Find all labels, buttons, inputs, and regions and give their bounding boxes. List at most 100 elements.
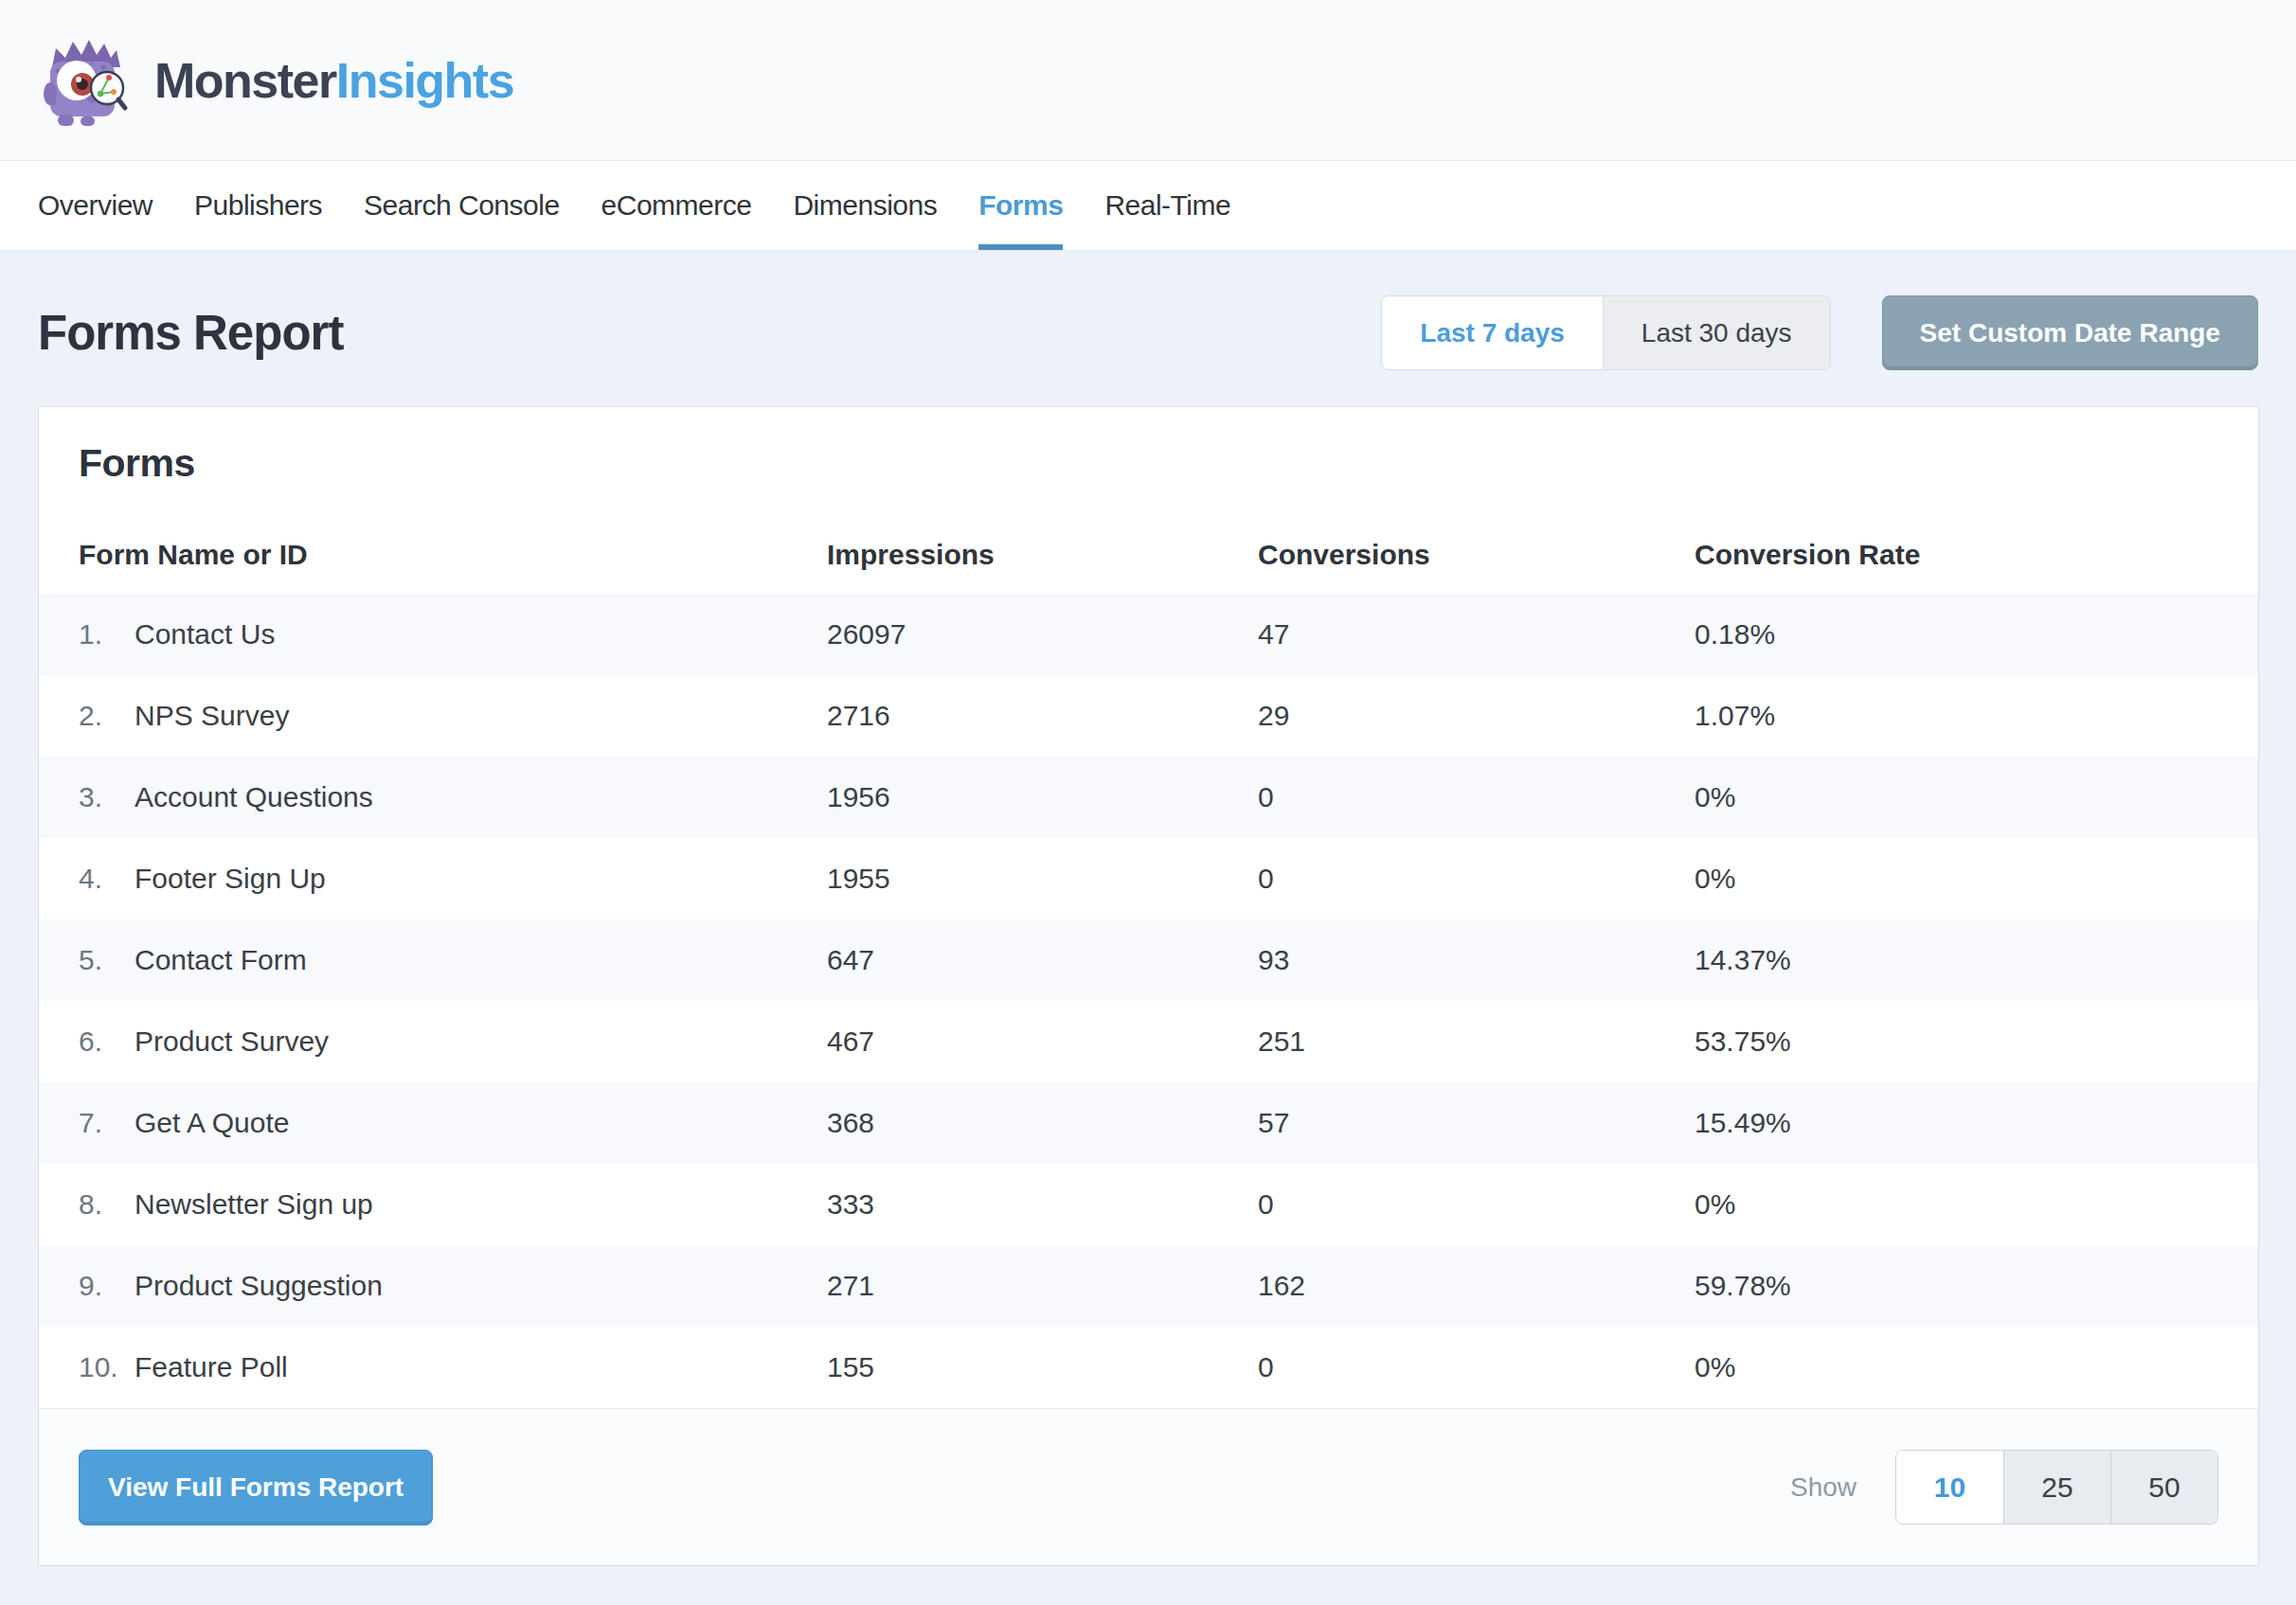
rate-cell: 14.37% (1695, 919, 2258, 1001)
table-header-row: Form Name or IDImpressionsConversionsCon… (39, 485, 2258, 594)
form-name: Get A Quote (135, 1107, 289, 1138)
rate-cell: 0% (1695, 838, 2258, 919)
date-range-toggle: Last 7 daysLast 30 days (1381, 295, 1830, 370)
rate-cell: 1.07% (1695, 675, 2258, 757)
table-row: 9.Product Suggestion27116259.78% (39, 1245, 2258, 1327)
conversions-cell: 29 (1258, 675, 1695, 757)
monster-mascot-icon (43, 35, 130, 126)
page-title: Forms Report (38, 305, 343, 361)
show-label: Show (1790, 1472, 1857, 1503)
form-name: Product Suggestion (135, 1270, 383, 1301)
conversions-cell: 0 (1258, 757, 1695, 838)
nav-tab-real-time[interactable]: Real-Time (1104, 161, 1230, 250)
conversions-cell: 0 (1258, 838, 1695, 919)
show-area: Show 102550 (1790, 1450, 2218, 1525)
table-row: 5.Contact Form6479314.37% (39, 919, 2258, 1001)
rate-cell: 59.78% (1695, 1245, 2258, 1327)
rate-cell: 0% (1695, 1327, 2258, 1408)
conversions-cell: 93 (1258, 919, 1695, 1001)
impressions-cell: 155 (827, 1327, 1258, 1408)
rate-cell: 0% (1695, 1164, 2258, 1245)
table-row: 8.Newsletter Sign up33300% (39, 1164, 2258, 1245)
rate-cell: 0% (1695, 757, 2258, 838)
column-header: Conversion Rate (1695, 485, 2258, 594)
impressions-cell: 467 (827, 1001, 1258, 1082)
impressions-cell: 1955 (827, 838, 1258, 919)
row-rank: 7. (79, 1107, 135, 1139)
form-name-cell: 7.Get A Quote (39, 1082, 827, 1164)
impressions-cell: 647 (827, 919, 1258, 1001)
nav-tab-dimensions[interactable]: Dimensions (793, 161, 937, 250)
view-full-forms-report-button[interactable]: View Full Forms Report (79, 1450, 433, 1525)
conversions-cell: 162 (1258, 1245, 1695, 1327)
date-controls: Last 7 daysLast 30 days Set Custom Date … (1381, 295, 2258, 370)
nav-tab-forms[interactable]: Forms (978, 161, 1063, 250)
brand-logo-text: MonsterInsights (154, 52, 513, 109)
row-rank: 4. (79, 863, 135, 895)
main-nav: Overview Publishers Search Console eCommerc… (0, 161, 2296, 251)
date-range-last-7-days[interactable]: Last 7 days (1382, 296, 1603, 369)
main-content: Forms Report Last 7 daysLast 30 days Set… (0, 251, 2296, 1566)
form-name: Product Survey (135, 1025, 329, 1057)
card-footer: View Full Forms Report Show 102550 (39, 1408, 2258, 1565)
form-name: Contact Form (135, 944, 307, 975)
forms-card-title: Forms (39, 407, 2258, 485)
row-rank: 3. (79, 781, 135, 813)
impressions-cell: 333 (827, 1164, 1258, 1245)
form-name-cell: 10.Feature Poll (39, 1327, 827, 1408)
page-size-50[interactable]: 50 (2110, 1451, 2217, 1524)
impressions-cell: 1956 (827, 757, 1258, 838)
conversions-cell: 57 (1258, 1082, 1695, 1164)
conversions-cell: 0 (1258, 1327, 1695, 1408)
form-name: Feature Poll (135, 1351, 288, 1382)
column-header: Conversions (1258, 485, 1695, 594)
table-row: 10.Feature Poll15500% (39, 1327, 2258, 1408)
rate-cell: 15.49% (1695, 1082, 2258, 1164)
form-name-cell: 3.Account Questions (39, 757, 827, 838)
form-name-cell: 5.Contact Form (39, 919, 827, 1001)
nav-tab-publishers[interactable]: Publishers (194, 161, 322, 250)
forms-table: Form Name or IDImpressionsConversionsCon… (39, 485, 2258, 1408)
table-row: 3.Account Questions195600% (39, 757, 2258, 838)
conversions-cell: 0 (1258, 1164, 1695, 1245)
table-row: 7.Get A Quote3685715.49% (39, 1082, 2258, 1164)
nav-tab-ecommerce[interactable]: eCommerce (601, 161, 752, 250)
page-size-25[interactable]: 25 (2003, 1451, 2110, 1524)
impressions-cell: 2716 (827, 675, 1258, 757)
form-name: Account Questions (135, 781, 373, 812)
form-name: Contact Us (135, 618, 275, 650)
forms-card: Forms Form Name or IDImpressionsConversi… (38, 406, 2259, 1566)
conversions-cell: 251 (1258, 1001, 1695, 1082)
nav-tab-overview[interactable]: Overview (38, 161, 152, 250)
row-rank: 9. (79, 1270, 135, 1302)
app-header: MonsterInsights (0, 0, 2296, 161)
impressions-cell: 26097 (827, 594, 1258, 675)
table-row: 2.NPS Survey2716291.07% (39, 675, 2258, 757)
table-row: 1.Contact Us26097470.18% (39, 594, 2258, 675)
row-rank: 2. (79, 700, 135, 732)
row-rank: 5. (79, 944, 135, 976)
form-name-cell: 8.Newsletter Sign up (39, 1164, 827, 1245)
form-name-cell: 2.NPS Survey (39, 675, 827, 757)
form-name-cell: 4.Footer Sign Up (39, 838, 827, 919)
brand-name-blue: Insights (336, 53, 513, 108)
form-name: Footer Sign Up (135, 863, 326, 894)
set-custom-date-range-button[interactable]: Set Custom Date Range (1882, 295, 2258, 370)
conversions-cell: 47 (1258, 594, 1695, 675)
nav-tab-search-console[interactable]: Search Console (364, 161, 559, 250)
row-rank: 6. (79, 1025, 135, 1058)
page-size-10[interactable]: 10 (1896, 1451, 2003, 1524)
form-name-cell: 9.Product Suggestion (39, 1245, 827, 1327)
table-row: 6.Product Survey 46725153.75% (39, 1001, 2258, 1082)
page-size-toggle: 102550 (1895, 1450, 2218, 1525)
brand-name-dark: Monster (154, 53, 336, 108)
rate-cell: 0.18% (1695, 594, 2258, 675)
rate-cell: 53.75% (1695, 1001, 2258, 1082)
impressions-cell: 271 (827, 1245, 1258, 1327)
date-range-last-30-days[interactable]: Last 30 days (1603, 296, 1830, 369)
impressions-cell: 368 (827, 1082, 1258, 1164)
column-header: Form Name or ID (39, 485, 827, 594)
page-head: Forms Report Last 7 daysLast 30 days Set… (38, 251, 2258, 370)
row-rank: 10. (79, 1351, 135, 1383)
form-name: NPS Survey (135, 700, 289, 731)
